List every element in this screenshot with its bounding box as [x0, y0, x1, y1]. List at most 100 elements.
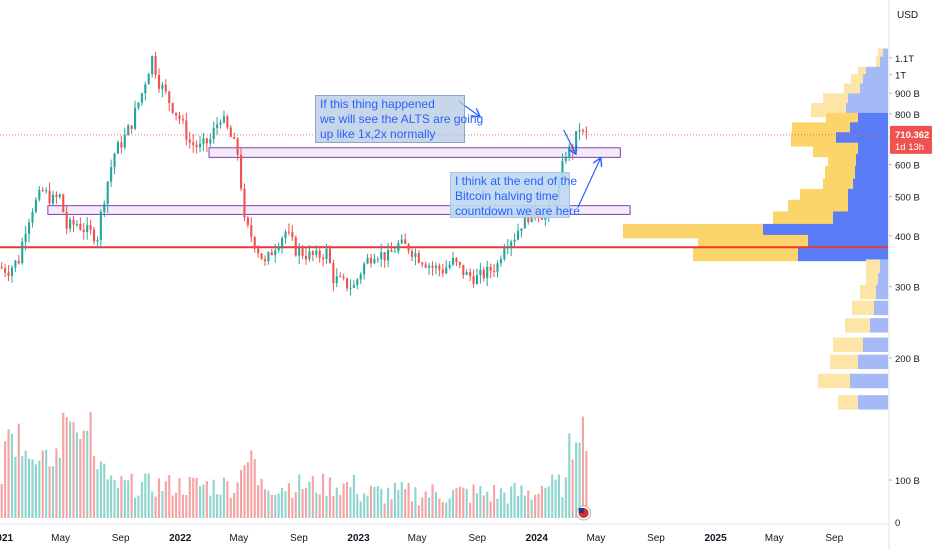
volume-bar [359, 501, 362, 518]
candle-body [226, 116, 229, 128]
volume-bar [144, 473, 147, 518]
volume-bar [339, 495, 342, 518]
candle-body [506, 247, 509, 249]
volume-profile-down-bar [693, 246, 798, 262]
volume-bar [506, 503, 509, 518]
annotation-alts-note[interactable]: If this thing happened we will see the A… [315, 95, 483, 143]
volume-profile-down-bar [866, 259, 880, 274]
volume-bar [17, 423, 20, 518]
volume-bar [171, 495, 174, 518]
volume-bar [175, 492, 178, 518]
volume-profile-up-bar [808, 234, 888, 250]
last-price-value: 710.362 B [895, 130, 932, 141]
last-price-badge[interactable] [890, 125, 932, 154]
volume-bar [65, 417, 68, 518]
candle-body [380, 252, 383, 260]
volume-profile-up-bar [878, 273, 888, 288]
volume-bar [410, 501, 414, 518]
volume-bar [168, 475, 171, 518]
volume-bar [236, 482, 239, 518]
volume-bar [318, 494, 321, 518]
volume-bar [294, 492, 297, 518]
candle-body [21, 241, 24, 264]
volume-bar [503, 492, 506, 518]
volume-bar [92, 456, 96, 518]
volume-bar [28, 458, 31, 518]
candle-body [48, 190, 51, 204]
candle-body [171, 103, 174, 113]
candle-body [38, 189, 41, 200]
volume-bar [181, 494, 184, 518]
price-tick-label: 900 B [895, 89, 920, 100]
volume-bar [561, 497, 564, 518]
volume-bar [407, 482, 410, 518]
candle-body [434, 265, 438, 268]
volume-bar [530, 499, 533, 518]
price-tick-label: 0 [895, 518, 900, 529]
candle-body [216, 124, 219, 129]
volume-bar [120, 476, 123, 518]
volume-bar [72, 422, 75, 518]
volume-bar [308, 481, 311, 518]
candle-body [253, 237, 256, 249]
volume-bar [328, 477, 332, 518]
volume-bar [106, 479, 109, 518]
candle-body [503, 248, 506, 260]
volume-bar [123, 479, 126, 518]
volume-bar [366, 495, 369, 518]
volume-bar [130, 473, 133, 518]
volume-bar [198, 486, 202, 518]
volume-bar [325, 495, 328, 518]
candle-body [359, 274, 362, 280]
annotation-halving-note[interactable]: I think at the end of the Bitcoin halvin… [450, 172, 580, 218]
candle-body [133, 107, 137, 129]
candle-body [455, 258, 458, 263]
volume-profile-down-bar [623, 223, 763, 239]
candle-body [154, 56, 157, 75]
candle-body [335, 276, 338, 284]
candle-body [270, 252, 273, 256]
resistance-zone-upper[interactable] [208, 147, 621, 158]
volume-profile-down-bar [828, 153, 856, 169]
candle-body [448, 264, 451, 268]
candle-body [185, 120, 188, 140]
time-tick-label: 2023 [347, 533, 370, 544]
volume-bar [547, 486, 550, 518]
volume-bar [451, 489, 455, 518]
volume-profile-down-bar [876, 56, 880, 72]
volume-bar [284, 491, 287, 518]
candle-body [393, 251, 396, 253]
time-tick-label: Sep [290, 533, 308, 544]
volume-bar [267, 490, 270, 518]
candle-body [407, 243, 410, 251]
candle-body [175, 112, 178, 116]
currency-label[interactable]: USD [897, 10, 918, 21]
volume-bar [96, 469, 99, 518]
support-zone-lower[interactable] [47, 205, 631, 215]
volume-bar [376, 486, 379, 518]
candle-body [123, 135, 126, 148]
volume-bar [496, 498, 499, 518]
candle-body [72, 219, 75, 225]
candle-body [438, 265, 441, 270]
volume-bar [41, 450, 44, 518]
candle-body [257, 248, 260, 254]
candle-body [120, 142, 123, 148]
candle-body [28, 222, 31, 234]
last-price-countdown: 1d 13h [895, 142, 924, 153]
volume-bar [417, 505, 420, 518]
volume-profile-down-bar [838, 395, 858, 410]
volume-bar [69, 421, 72, 518]
candle-body [294, 237, 297, 256]
volume-bar [116, 488, 120, 518]
volume-bar [438, 498, 441, 518]
candle-body [243, 188, 246, 218]
volume-profile-up-bar [855, 165, 888, 181]
volume-bar [475, 493, 479, 518]
candle-body [151, 56, 154, 75]
volume-bar [34, 464, 37, 518]
candle-body [75, 223, 78, 225]
volume-bar [557, 474, 561, 518]
